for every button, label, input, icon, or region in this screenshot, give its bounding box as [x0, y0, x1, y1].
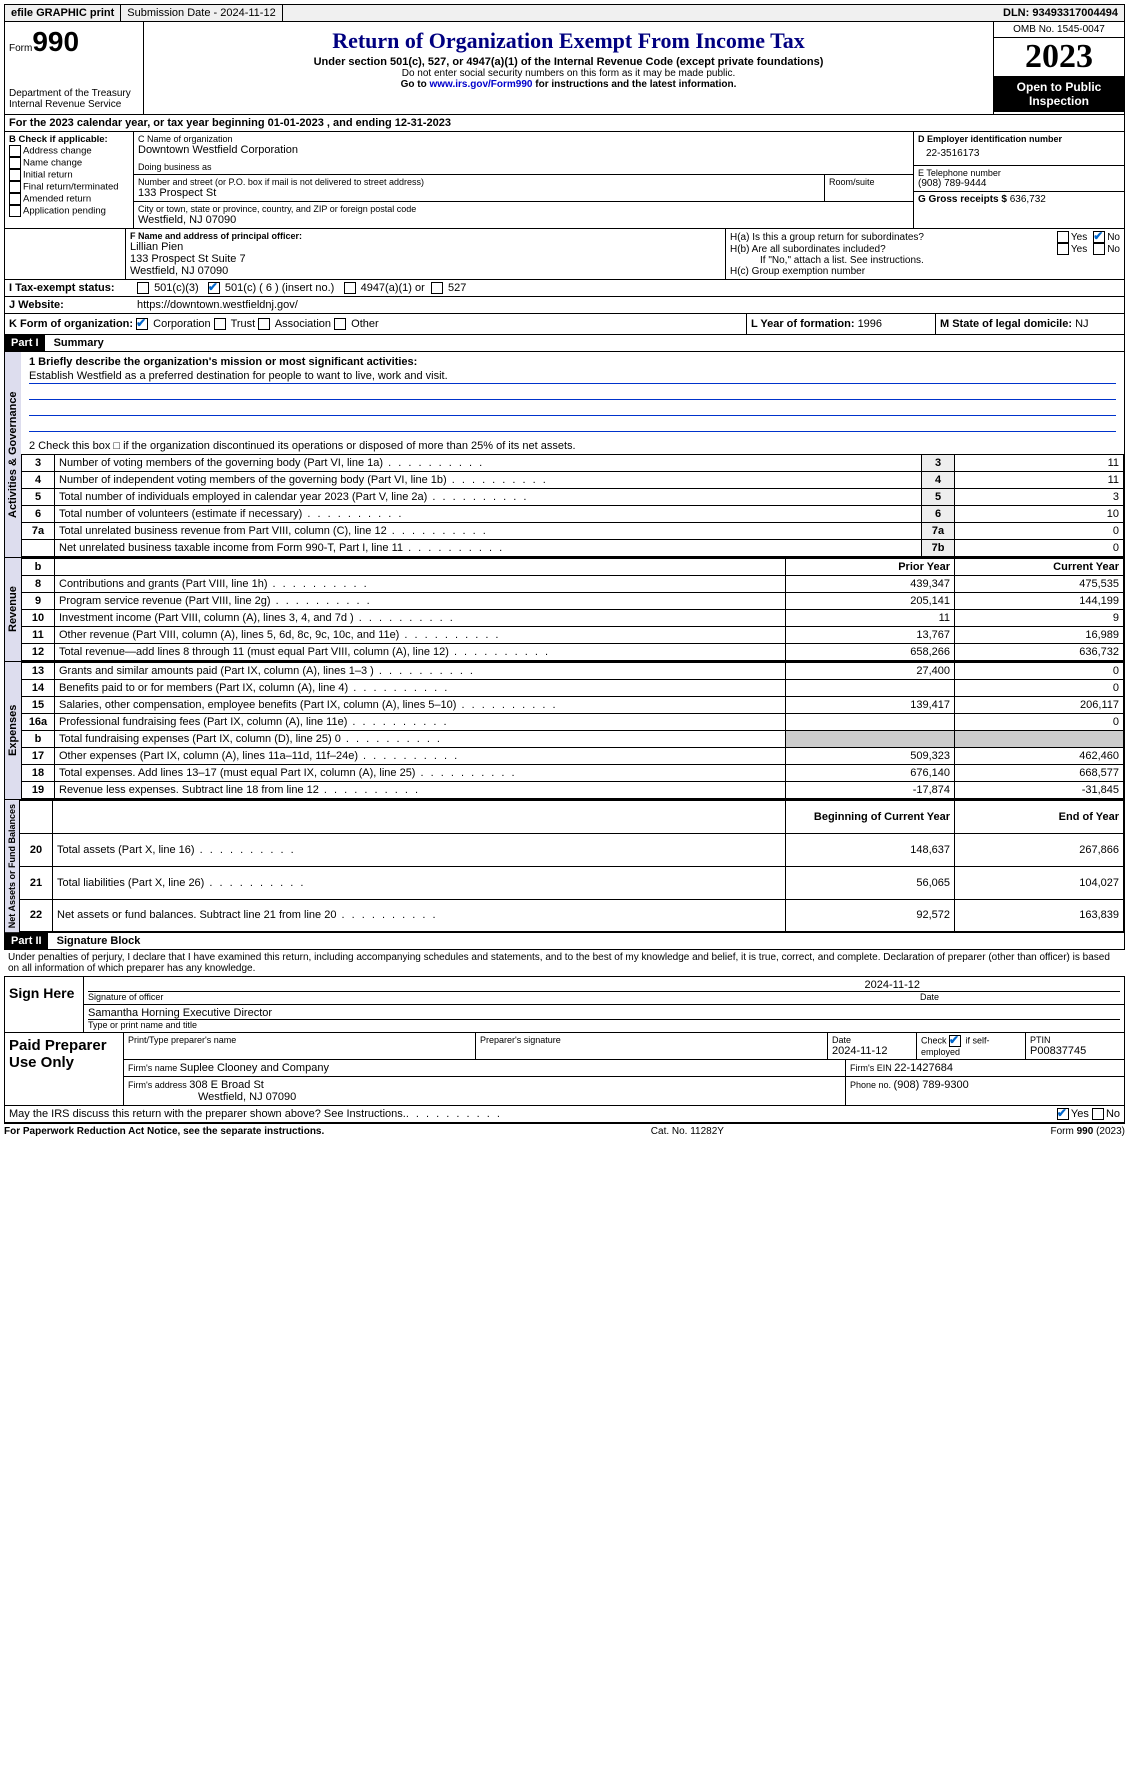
sign-here-label: Sign Here: [5, 977, 83, 1032]
submission-date: Submission Date - 2024-11-12: [121, 5, 282, 21]
check-initial[interactable]: [9, 169, 21, 181]
box-b: B Check if applicable: Address change Na…: [5, 132, 134, 228]
check-selfemp[interactable]: [949, 1035, 961, 1047]
discuss-yes[interactable]: [1057, 1108, 1069, 1120]
firm-name: Suplee Clooney and Company: [180, 1062, 329, 1074]
info-grid: B Check if applicable: Address change Na…: [4, 132, 1125, 229]
discuss-row: May the IRS discuss this return with the…: [4, 1106, 1125, 1123]
row-i: I Tax-exempt status: 501(c)(3) 501(c) ( …: [4, 280, 1125, 297]
check-501c[interactable]: [208, 282, 220, 294]
part2-header: Part II Signature Block: [4, 933, 1125, 950]
net-table: Beginning of Current YearEnd of Year20To…: [19, 800, 1124, 932]
officer-name: Lillian Pien: [130, 241, 721, 253]
perjury-text: Under penalties of perjury, I declare th…: [4, 950, 1125, 976]
org-street: 133 Prospect St: [138, 187, 820, 199]
line2: 2 Check this box □ if the organization d…: [21, 438, 1124, 454]
sign-block: Sign Here 2024-11-12 Signature of office…: [4, 976, 1125, 1033]
check-pending[interactable]: [9, 205, 21, 217]
ha-no[interactable]: [1093, 231, 1105, 243]
hb-yes[interactable]: [1057, 243, 1069, 255]
part1-header: Part I Summary: [4, 335, 1125, 352]
dept-label: Department of the Treasury Internal Reve…: [9, 88, 139, 110]
org-name: Downtown Westfield Corporation: [138, 144, 909, 156]
phone: (908) 789-9444: [918, 178, 1120, 189]
org-city: Westfield, NJ 07090: [138, 214, 909, 226]
tax-year: 2023: [994, 38, 1124, 76]
footer: For Paperwork Reduction Act Notice, see …: [4, 1123, 1125, 1137]
header-right: OMB No. 1545-0047 2023 Open to Public In…: [993, 22, 1124, 114]
header-left: Form990 Department of the Treasury Inter…: [5, 22, 144, 114]
form-header: Form990 Department of the Treasury Inter…: [4, 22, 1125, 115]
vlabel-net: Net Assets or Fund Balances: [5, 800, 19, 932]
check-final[interactable]: [9, 181, 21, 193]
check-assoc[interactable]: [258, 318, 270, 330]
top-bar: efile GRAPHIC print Submission Date - 20…: [4, 4, 1125, 22]
omb-number: OMB No. 1545-0047: [994, 22, 1124, 38]
check-4947[interactable]: [344, 282, 356, 294]
fh-row: F Name and address of principal officer:…: [4, 229, 1125, 280]
officer-sig-name: Samantha Horning Executive Director: [88, 1007, 1120, 1020]
ssn-note: Do not enter social security numbers on …: [152, 68, 985, 79]
box-c: C Name of organization Downtown Westfiel…: [134, 132, 914, 228]
netassets-block: Net Assets or Fund Balances Beginning of…: [4, 800, 1125, 933]
check-address[interactable]: [9, 145, 21, 157]
hb-no[interactable]: [1093, 243, 1105, 255]
check-trust[interactable]: [214, 318, 226, 330]
check-amended[interactable]: [9, 193, 21, 205]
irs-link[interactable]: www.irs.gov/Form990: [429, 79, 532, 90]
revenue-block: Revenue bPrior YearCurrent Year8Contribu…: [4, 558, 1125, 662]
vlabel-expenses: Expenses: [5, 662, 21, 799]
box-deg: D Employer identification number 22-3516…: [914, 132, 1124, 228]
vlabel-governance: Activities & Governance: [5, 352, 21, 557]
governance-block: Activities & Governance 1 Briefly descri…: [4, 352, 1125, 558]
governance-table: 3Number of voting members of the governi…: [21, 454, 1124, 557]
header-center: Return of Organization Exempt From Incom…: [144, 22, 993, 114]
vlabel-revenue: Revenue: [5, 558, 21, 661]
form-title: Return of Organization Exempt From Incom…: [152, 28, 985, 54]
ha-yes[interactable]: [1057, 231, 1069, 243]
website-url[interactable]: https://downtown.westfieldnj.gov/: [133, 297, 1124, 313]
expenses-table: 13Grants and similar amounts paid (Part …: [21, 662, 1124, 799]
check-501c3[interactable]: [137, 282, 149, 294]
hc-label: H(c) Group exemption number: [730, 266, 1120, 277]
expenses-block: Expenses 13Grants and similar amounts pa…: [4, 662, 1125, 800]
preparer-block: Paid Preparer Use Only Print/Type prepar…: [4, 1033, 1125, 1106]
check-527[interactable]: [431, 282, 443, 294]
row-klm: K Form of organization: Corporation Trus…: [4, 314, 1125, 335]
period-line: For the 2023 calendar year, or tax year …: [4, 115, 1125, 132]
dln: DLN: 93493317004494: [997, 5, 1124, 21]
preparer-label: Paid Preparer Use Only: [5, 1033, 123, 1105]
check-other[interactable]: [334, 318, 346, 330]
revenue-table: bPrior YearCurrent Year8Contributions an…: [21, 558, 1124, 661]
header-sub: Under section 501(c), 527, or 4947(a)(1)…: [152, 56, 985, 68]
gross-receipts: 636,732: [1010, 194, 1046, 205]
check-corp[interactable]: [136, 318, 148, 330]
open-public: Open to Public Inspection: [994, 76, 1124, 112]
ptin: P00837745: [1030, 1045, 1120, 1057]
row-j: J Website: https://downtown.westfieldnj.…: [4, 297, 1125, 314]
mission-text: Establish Westfield as a preferred desti…: [29, 370, 1116, 384]
discuss-no[interactable]: [1092, 1108, 1104, 1120]
ein: 22-3516173: [918, 144, 1120, 163]
check-name[interactable]: [9, 157, 21, 169]
efile-label[interactable]: efile GRAPHIC print: [5, 5, 121, 21]
